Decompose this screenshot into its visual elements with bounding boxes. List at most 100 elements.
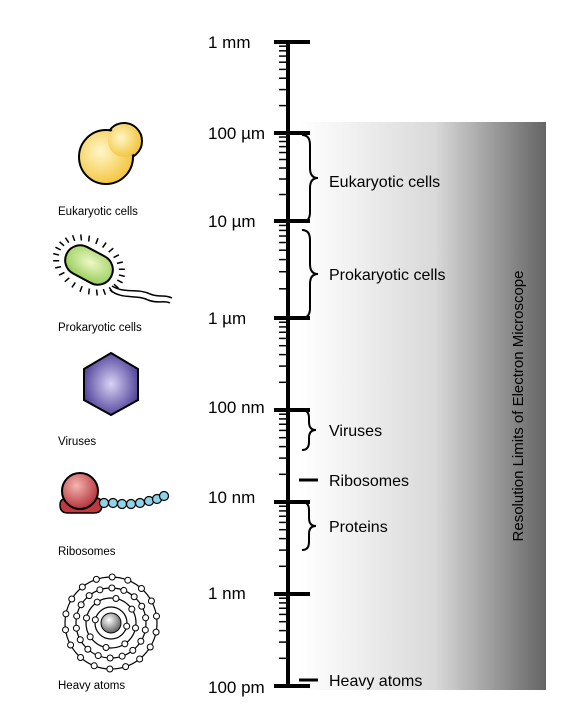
cilium [95,238,99,245]
electron [72,624,80,632]
bead [134,497,146,509]
electron [93,598,101,606]
electron [112,594,120,602]
electron [102,644,110,652]
prokaryotic-icon-label: Prokaryotic cells [58,322,142,334]
cilium [87,235,91,242]
bead [107,497,119,509]
cilium [108,247,114,253]
electron [152,628,160,636]
electron [86,633,94,641]
cilium [102,242,107,248]
electron [76,636,84,644]
electron [118,652,126,660]
electron [91,616,99,624]
electron [130,593,138,601]
electron [67,641,75,649]
electron [92,575,100,583]
cilium [79,285,83,292]
electron [78,583,86,591]
electron [62,626,70,634]
electron [96,586,104,594]
electron [77,601,85,609]
eukaryotic-cell-icon [78,122,143,185]
resolution-label: Resolution Limits of Electron Microscope [510,271,527,542]
electron [141,626,149,634]
electron [84,645,92,653]
cilium [58,271,65,276]
viruses-label: Viruses [329,423,382,440]
electron [94,652,102,660]
cilium [118,274,125,278]
cilium [59,241,65,247]
eukaryotic-brace [301,134,319,223]
electron [128,605,136,613]
cilium [102,288,107,296]
virus-icon [83,351,139,417]
electron [90,662,98,670]
electron [123,622,131,630]
electron [137,637,145,645]
heavy-atom-icon [62,573,160,673]
electron [136,655,144,663]
electron [73,612,81,620]
electron [146,643,154,651]
scale-label-100pm: 100 pm [208,678,265,697]
electron [142,614,150,622]
scale-label-100um: 100 µm [208,124,265,143]
eukaryotic-label: Eukaryotic cells [329,174,440,191]
cilium [71,282,76,288]
cilium [113,254,120,259]
electron [132,624,140,632]
cilium [55,246,62,251]
electron [68,595,76,603]
electron [120,586,128,594]
scale-label-10um: 10 µm [208,212,256,231]
cilium [71,234,76,242]
bead [98,497,110,509]
cilium [64,237,70,244]
electron [106,654,114,662]
proteins-brace [301,501,317,551]
ribosomes-icon-label: Ribosomes [58,546,116,558]
scale-label-100nm: 100 nm [208,398,265,417]
ribosomes-label: Ribosomes [329,473,409,490]
prokaryotic-cell-icon [53,234,173,304]
electron [124,576,132,584]
electron [129,646,137,654]
cilium [54,265,62,269]
electron [152,612,160,620]
electron [106,665,114,673]
electron [108,573,116,581]
bead [116,498,128,510]
electron [82,614,90,622]
cilium [95,289,98,296]
electron [121,640,129,648]
scale-label-10nm: 10 nm [208,488,255,507]
cilium [116,279,123,284]
electron [85,592,93,600]
electron [62,610,70,618]
electron [122,663,130,671]
eukaryotic-icon-label: Eukaryotic cells [58,206,138,218]
ribosome-icon [59,472,170,514]
prokaryotic-label: Prokaryotic cells [329,267,445,284]
electron [77,653,85,661]
electron [138,602,146,610]
cilium [113,283,119,289]
scale-label-1mm: 1 mm [208,33,251,52]
bead [158,490,170,502]
scale-label-1um: 1 µm [208,309,246,328]
electron [147,597,155,605]
electron [108,584,116,592]
cilium [53,252,60,256]
viruses-icon-label: Viruses [58,436,96,448]
cilium [87,288,91,295]
heavy-atoms-label: Heavy atoms [329,673,422,690]
cilium [116,261,124,265]
electron [137,585,145,593]
proteins-label: Proteins [329,519,388,536]
viruses-brace [301,409,317,451]
